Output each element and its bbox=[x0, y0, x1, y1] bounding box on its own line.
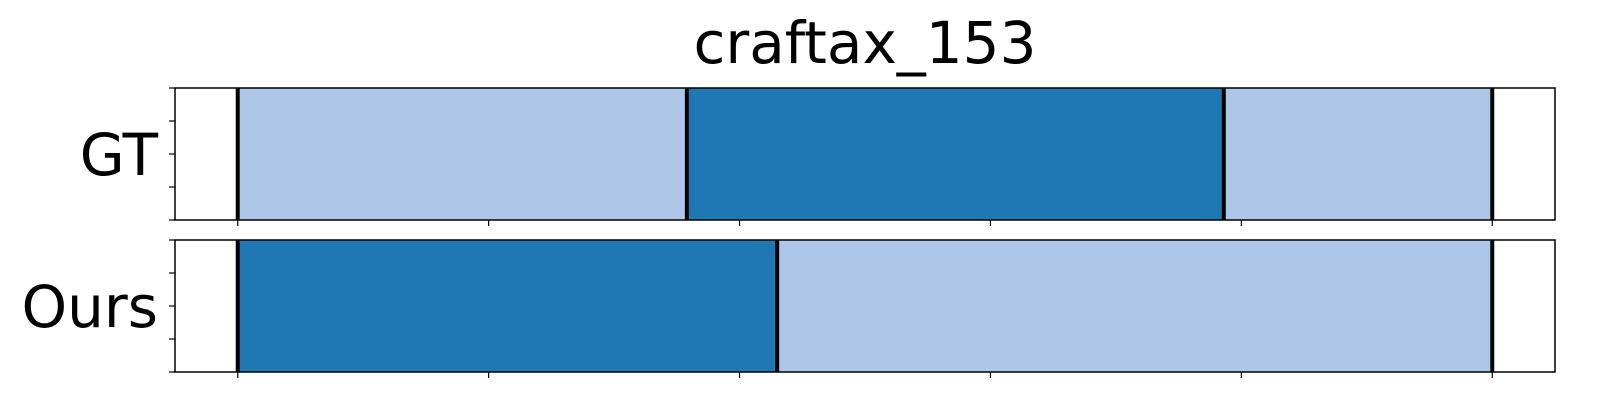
segment-bar bbox=[1223, 88, 1493, 220]
row-ours: Ours bbox=[22, 239, 1556, 378]
segment-bar bbox=[237, 88, 687, 220]
row-label-ours: Ours bbox=[22, 273, 158, 341]
segment-bar bbox=[237, 240, 778, 372]
segment-bar bbox=[777, 240, 1493, 372]
row-gt: GT bbox=[80, 87, 1556, 226]
chart-title: craftax_153 bbox=[694, 9, 1037, 77]
segment-bar bbox=[686, 88, 1224, 220]
row-label-gt: GT bbox=[80, 121, 159, 189]
chart-rows: GT Ours bbox=[22, 87, 1556, 378]
